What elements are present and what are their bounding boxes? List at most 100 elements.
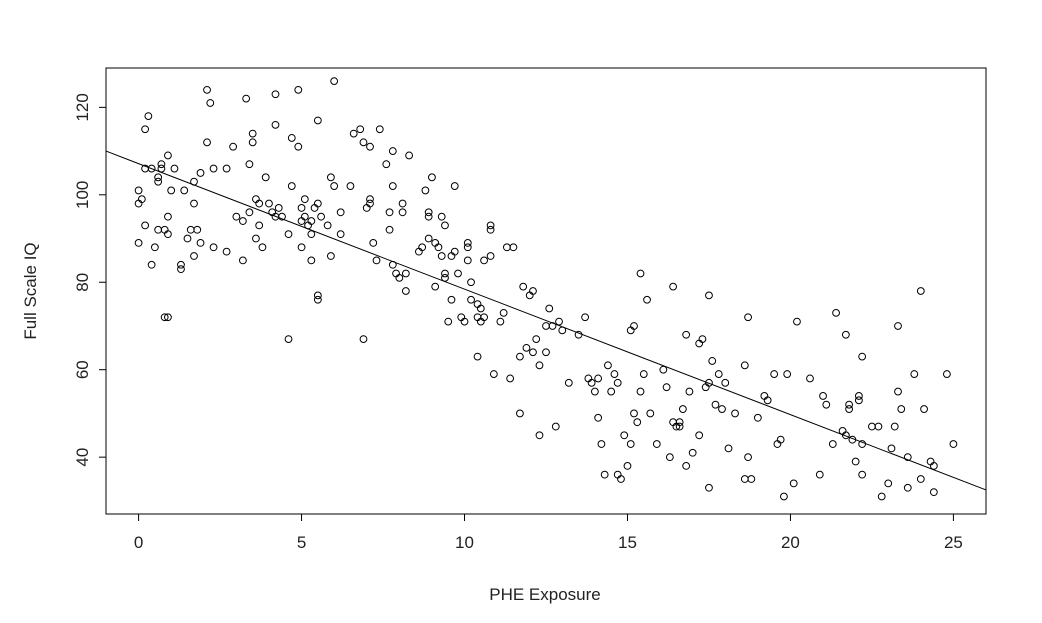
y-tick-label: 60 <box>73 360 92 379</box>
data-point <box>740 475 749 483</box>
data-point <box>330 77 339 86</box>
data-point <box>916 475 925 483</box>
data-point <box>613 378 622 387</box>
data-point <box>828 440 837 448</box>
y-tick-label: 40 <box>73 448 92 467</box>
data-point <box>424 208 433 217</box>
data-point <box>623 462 632 470</box>
data-point <box>274 204 283 212</box>
data-point <box>594 413 603 422</box>
data-point <box>346 182 355 190</box>
data-point <box>222 247 231 256</box>
regression-line <box>105 150 987 491</box>
data-point <box>789 479 798 488</box>
data-point <box>418 243 427 252</box>
data-point <box>177 260 185 269</box>
data-point <box>369 239 378 247</box>
data-point <box>450 247 459 256</box>
data-point <box>164 230 172 239</box>
data-point <box>597 440 606 448</box>
data-point <box>154 225 163 234</box>
data-point <box>428 173 436 182</box>
data-point <box>388 147 397 155</box>
data-point <box>297 243 306 252</box>
data-point <box>633 418 642 427</box>
y-axis-label: Full Scale IQ <box>21 242 40 339</box>
data-point <box>144 112 153 120</box>
data-point <box>434 243 443 252</box>
data-point <box>460 317 469 326</box>
data-point <box>222 164 231 173</box>
data-point <box>255 221 264 230</box>
data-point <box>604 361 612 370</box>
data-point <box>287 134 296 142</box>
data-point <box>300 195 309 204</box>
data-point <box>150 243 159 252</box>
data-point <box>688 448 697 457</box>
data-point <box>555 317 563 326</box>
data-point <box>245 208 254 217</box>
data-point <box>441 269 449 278</box>
x-tick-label: 20 <box>781 533 800 552</box>
data-point <box>532 335 541 343</box>
data-point <box>489 370 498 378</box>
data-point <box>395 273 404 282</box>
data-point <box>851 457 860 466</box>
data-point <box>375 125 384 134</box>
data-point <box>232 212 241 221</box>
data-point <box>506 374 515 383</box>
data-point <box>385 208 394 217</box>
data-point <box>359 138 368 147</box>
data-point <box>307 256 316 265</box>
data-point <box>366 142 374 151</box>
data-point <box>336 208 345 217</box>
data-point <box>141 221 150 230</box>
data-point <box>463 256 472 265</box>
data-point <box>832 308 840 317</box>
data-point <box>708 357 717 365</box>
data-point <box>519 282 528 291</box>
data-point <box>486 221 495 230</box>
data-point <box>170 164 179 173</box>
data-point <box>564 378 573 387</box>
data-point <box>209 243 218 252</box>
data-point <box>636 269 645 278</box>
data-point <box>819 392 827 400</box>
data-point <box>467 278 475 287</box>
data-point <box>854 392 863 400</box>
data-point <box>858 352 867 361</box>
data-point <box>183 234 192 243</box>
data-point <box>535 431 544 440</box>
data-point <box>698 335 707 343</box>
data-point <box>626 440 635 448</box>
data-point <box>854 396 863 405</box>
data-point <box>678 405 687 413</box>
y-tick-label: 100 <box>73 181 92 209</box>
data-point <box>783 370 792 378</box>
data-point <box>313 295 322 304</box>
data-point <box>682 330 691 339</box>
data-point <box>617 475 625 483</box>
data-point <box>747 475 756 483</box>
data-point <box>894 387 902 396</box>
x-axis-label: PHE Exposure <box>489 585 601 604</box>
data-point <box>278 212 286 221</box>
data-point <box>441 221 449 230</box>
data-point <box>753 413 762 422</box>
data-point <box>398 208 407 217</box>
data-point <box>643 295 651 304</box>
data-point <box>806 374 814 383</box>
data-point <box>705 483 713 492</box>
data-point <box>297 204 306 212</box>
data-point <box>551 422 560 431</box>
data-point <box>744 313 752 322</box>
data-point <box>261 173 270 182</box>
data-point <box>516 409 524 418</box>
data-point <box>134 239 143 247</box>
data-point <box>740 361 749 370</box>
data-point <box>724 444 733 453</box>
data-point <box>287 182 296 190</box>
data-point <box>372 256 381 265</box>
data-point <box>949 440 958 448</box>
data-point <box>920 405 928 413</box>
